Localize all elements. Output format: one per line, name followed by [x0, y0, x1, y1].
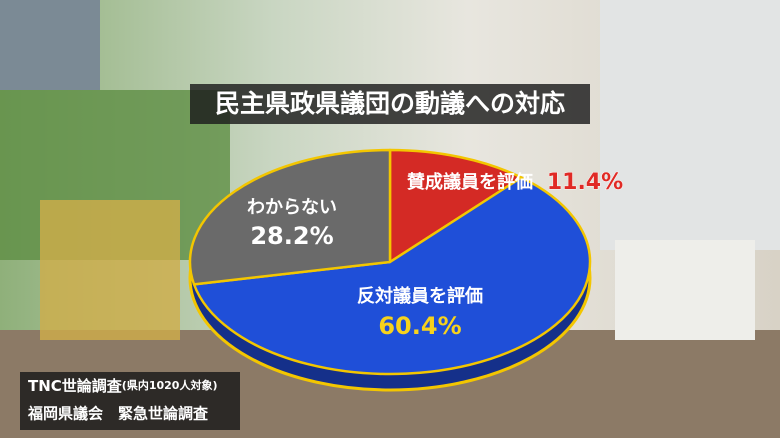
window: [600, 0, 780, 250]
value-label: 28.2%: [250, 222, 333, 250]
slice-label: 賛成議員を評価: [407, 171, 533, 193]
pie-slice: [388, 148, 523, 264]
person: [40, 200, 180, 340]
source-line: 福岡県議会 緊急世論調査: [27, 405, 209, 423]
chart-title: 民主県政県議団の動議への対応: [215, 89, 565, 118]
slice-label: わからない: [247, 197, 337, 218]
pie-slice: [192, 176, 592, 376]
value-label: 60.4%: [378, 312, 461, 340]
source-box: [20, 372, 240, 430]
source-note: (県内1020人対象): [122, 378, 218, 392]
source-line: TNC世論調査(県内1020人対象): [28, 377, 217, 395]
title-box: [190, 84, 590, 124]
pie: 賛成議員を評価 11.4% 反対議員を評価 60.4% わからない 28.2%: [188, 148, 624, 392]
source-text: TNC世論調査: [28, 377, 123, 395]
building: [0, 0, 100, 90]
value-label: 11.4%: [547, 170, 623, 195]
slice-label: 反対議員を評価: [357, 285, 483, 307]
person: [615, 240, 755, 340]
pie-slice: [188, 148, 392, 286]
